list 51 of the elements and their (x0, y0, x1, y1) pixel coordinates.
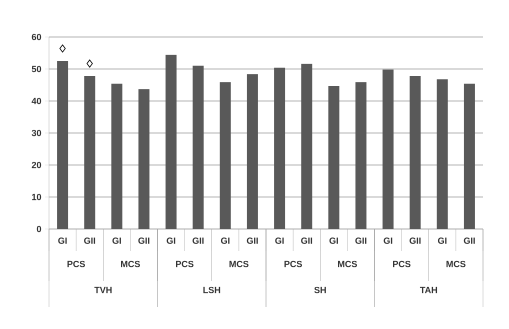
bar (301, 64, 312, 229)
bar (436, 79, 448, 229)
bar (138, 89, 150, 229)
text: TVH (94, 286, 112, 294)
bar (57, 61, 68, 229)
text: PCS (176, 260, 194, 268)
x-tick-label: GII (355, 238, 366, 244)
y-tick-label: 0 (36, 226, 42, 232)
x-tick-label: GI (438, 238, 446, 244)
bar (274, 68, 286, 229)
text: SH (314, 286, 326, 294)
text: MCS (230, 260, 248, 268)
x-tick-label: GII (301, 238, 312, 244)
x-tick-label: GI (329, 238, 338, 244)
bar (166, 54, 177, 229)
y-tick-label: 50 (32, 66, 42, 72)
text: PCS (68, 260, 85, 268)
x-tick-label: GII (192, 238, 204, 244)
bar (410, 76, 421, 229)
y-tick-label: 10 (32, 194, 42, 200)
x-tick-label: GII (84, 238, 96, 244)
bar (84, 76, 96, 229)
text: MCS (338, 260, 357, 268)
bar (192, 66, 204, 229)
bar (355, 82, 366, 229)
y-tick-label: 60 (32, 34, 42, 40)
bar (246, 74, 258, 229)
text: MCS (121, 260, 140, 268)
x-tick-label: GI (166, 238, 176, 244)
y-tick-label: 30 (32, 130, 42, 136)
text: MCS (446, 260, 466, 268)
x-tick-label: GI (275, 238, 284, 244)
bar (220, 82, 231, 229)
bar (464, 84, 475, 229)
x-tick-label: GII (138, 238, 150, 244)
text: LSH (203, 286, 220, 294)
bar (382, 70, 394, 229)
y-tick-label: 40 (32, 98, 42, 104)
y-tick-label: 20 (32, 162, 42, 168)
x-tick-label: GI (220, 238, 230, 244)
x-tick-label: GII (464, 238, 475, 244)
x-tick-label: GI (58, 238, 67, 244)
text: TAH (420, 286, 438, 294)
text: PCS (393, 260, 410, 268)
x-tick-label: GII (410, 238, 421, 244)
x-tick-label: GI (112, 238, 121, 244)
bar (111, 84, 122, 229)
bar (328, 86, 340, 229)
x-tick-label: GI (384, 238, 392, 244)
text: PCS (284, 260, 302, 268)
x-tick-label: GII (246, 238, 258, 244)
